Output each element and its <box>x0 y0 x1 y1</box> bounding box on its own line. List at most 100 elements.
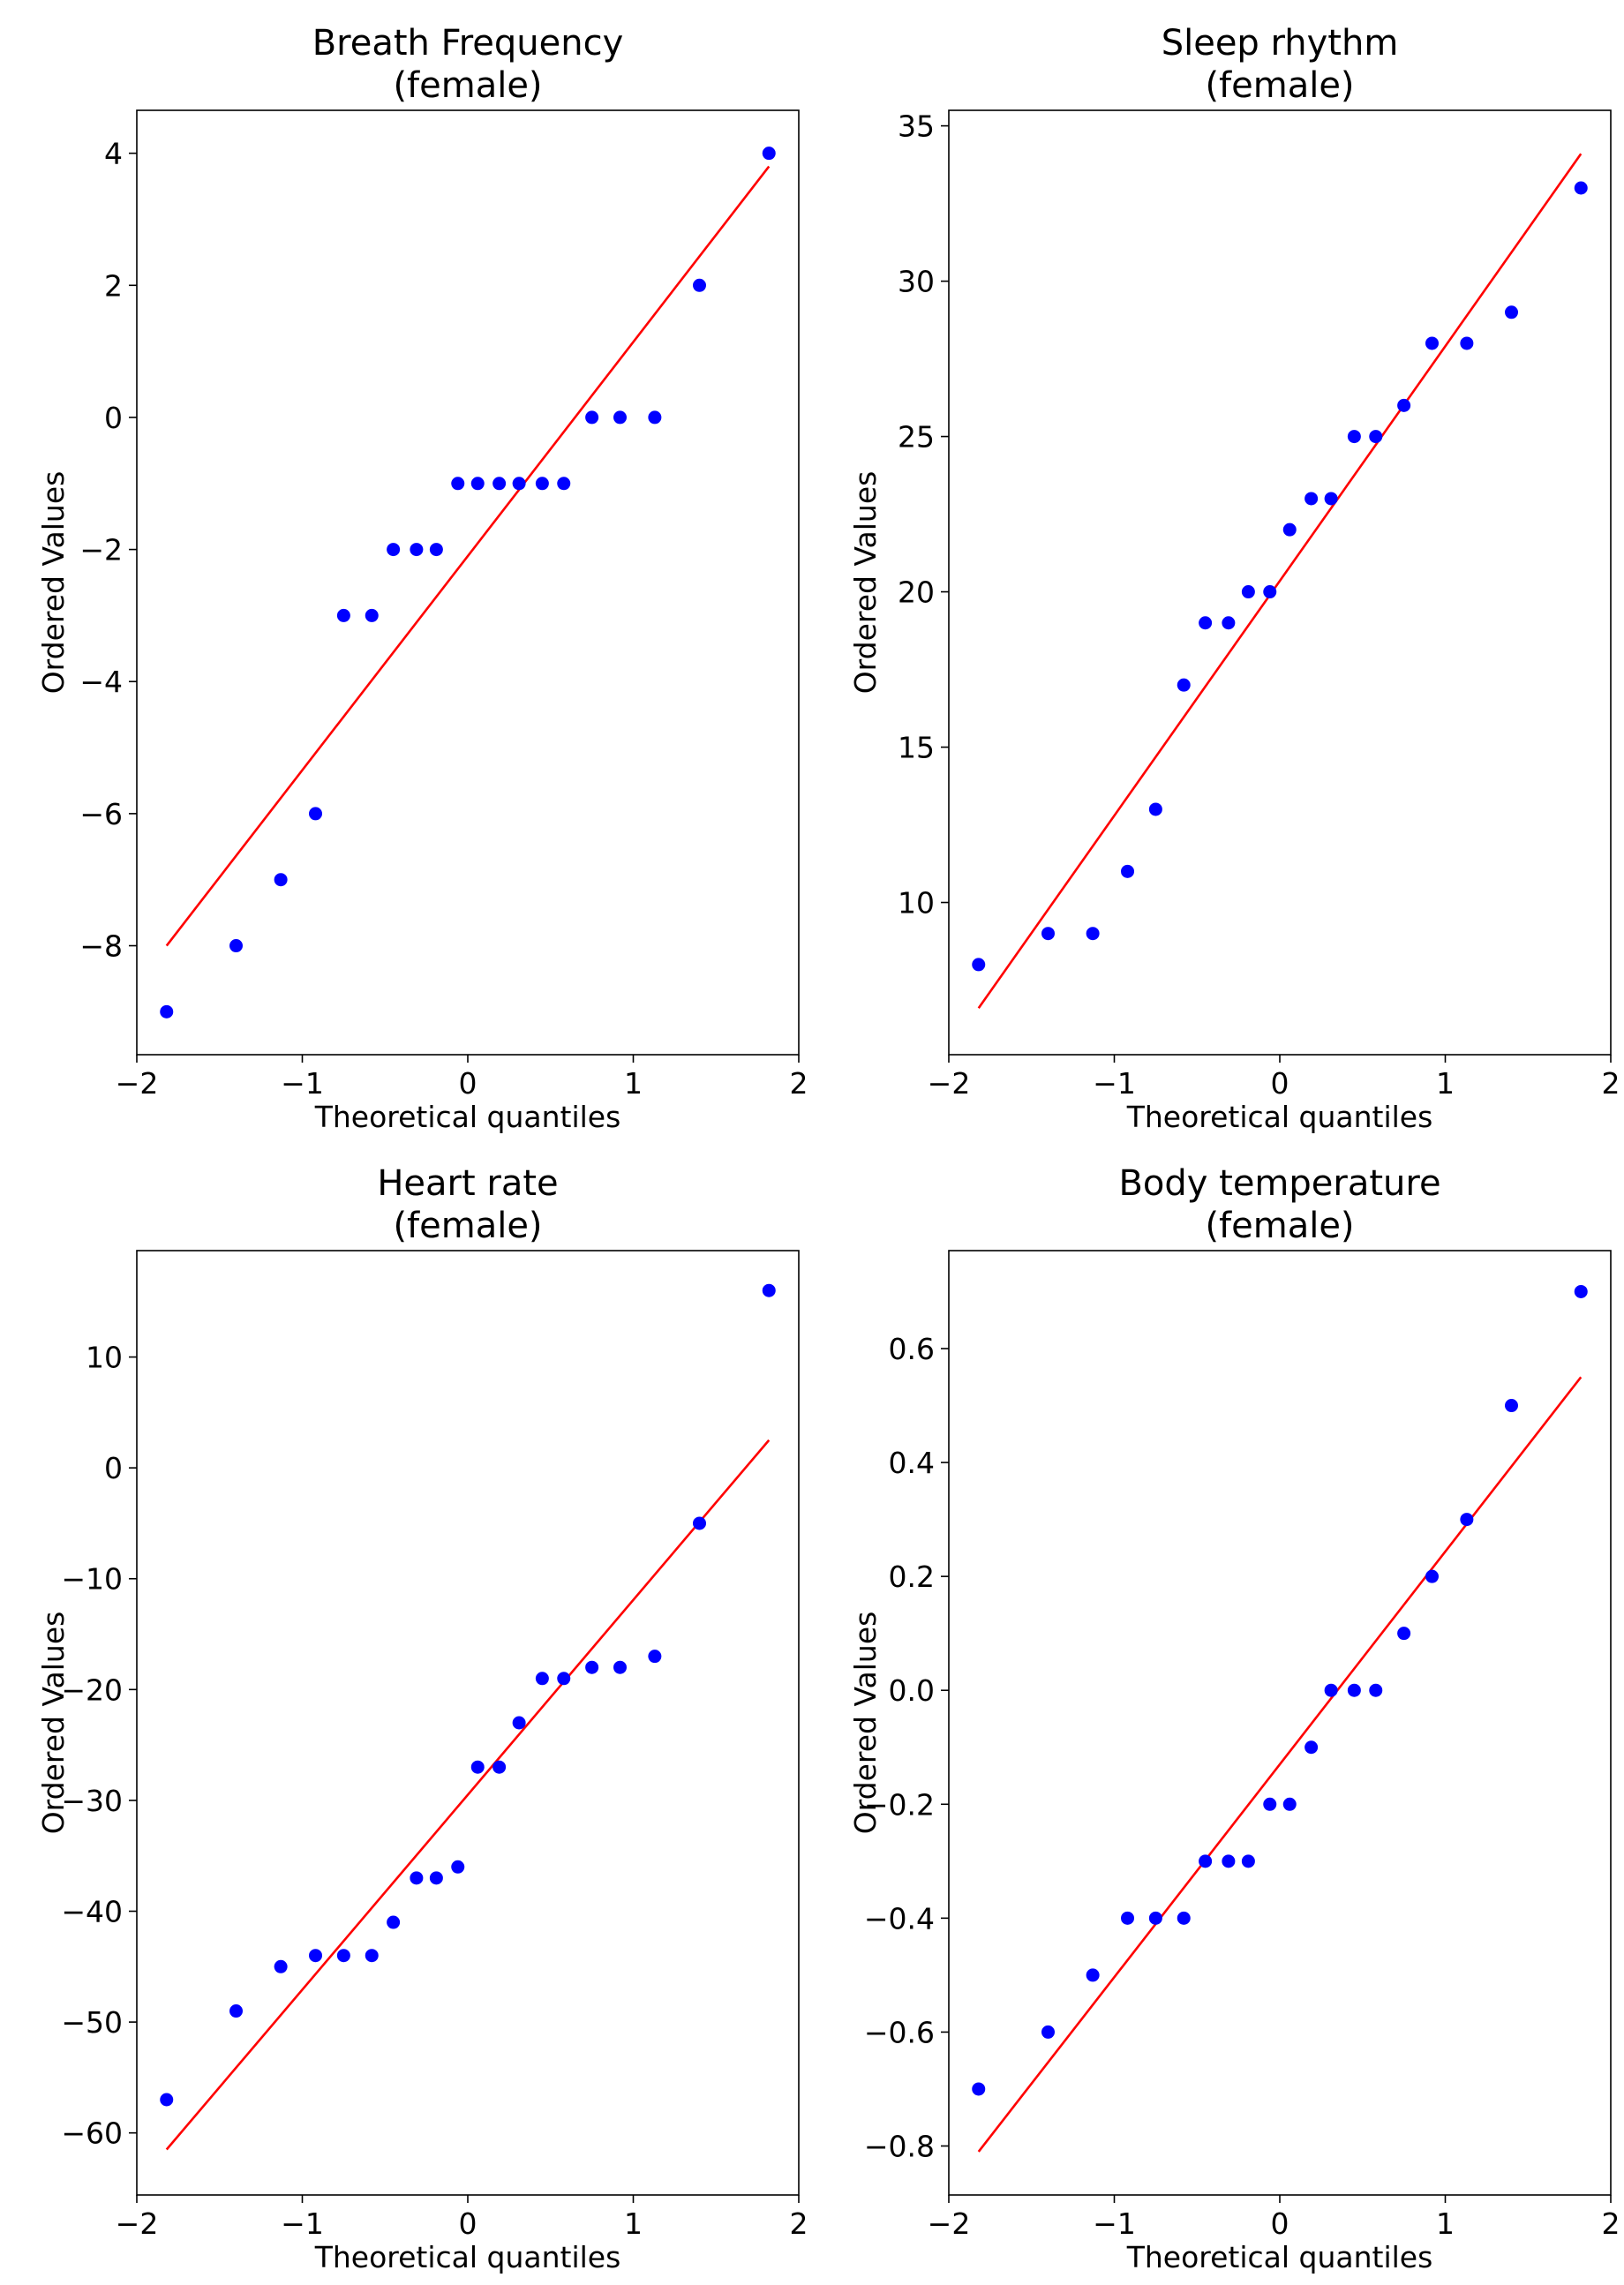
x-tick-label: −1 <box>281 1066 324 1101</box>
y-axis-label: Ordered Values <box>848 1612 883 1835</box>
x-tick-label: 0 <box>459 2206 477 2241</box>
data-point-3 <box>274 1959 288 1973</box>
data-point-13 <box>1324 1683 1338 1697</box>
data-point-14 <box>535 1672 549 1686</box>
y-tick-label: −0.4 <box>864 1901 935 1935</box>
y-axis-label: Ordered Values <box>36 471 71 695</box>
data-point-12 <box>492 477 507 491</box>
data-point-4 <box>309 807 322 821</box>
data-point-2 <box>1041 2025 1055 2039</box>
fit-line <box>165 165 771 947</box>
data-point-4 <box>309 1949 322 1963</box>
chart-title-line-2: (female) <box>1205 1206 1354 1246</box>
plot-frame <box>948 1250 1612 2196</box>
y-tick-label: 0.0 <box>889 1673 935 1708</box>
data-point-5 <box>336 1949 350 1963</box>
x-tick-label: −2 <box>928 2206 971 2241</box>
y-tick-label: 15 <box>898 731 935 765</box>
x-tick-label: −1 <box>1093 1066 1136 1101</box>
x-tick-label: 2 <box>1602 2206 1620 2241</box>
data-point-18 <box>1460 336 1474 350</box>
data-point-13 <box>1324 492 1338 506</box>
data-point-10 <box>451 1860 465 1874</box>
x-tick-label: −2 <box>116 2206 159 2241</box>
x-tick-label: −2 <box>116 1066 159 1101</box>
data-point-4 <box>1121 864 1134 878</box>
y-tick-label: 10 <box>898 886 935 921</box>
y-tick-label: 30 <box>898 265 935 299</box>
x-tick-label: 1 <box>1436 2206 1455 2241</box>
x-tick-label: 0 <box>1271 1066 1289 1101</box>
data-point-10 <box>1263 585 1277 599</box>
data-point-14 <box>535 477 549 491</box>
qq-plot-breath-frequency: Breath Frequency (female) −2 −1 0 1 2 −8 −6 −4 −2 0… <box>0 0 812 1140</box>
data-point-11 <box>470 477 485 491</box>
data-point-3 <box>1086 927 1100 941</box>
chart-svg-sleep-rhythm: Sleep rhythm(female) −2 −1 0 1 2 10 15 20 25 30 35 T… <box>848 23 1620 1134</box>
x-tick-label: −2 <box>928 1066 971 1101</box>
data-point-2 <box>229 939 243 953</box>
data-point-18 <box>648 410 662 425</box>
chart-title-line-2: (female) <box>1205 65 1354 106</box>
data-point-14 <box>1347 430 1361 444</box>
data-point-6 <box>365 1949 379 1963</box>
chart-title-line-1: Breath Frequency <box>312 23 624 64</box>
data-point-6 <box>1177 678 1191 692</box>
x-axis-label: Theoretical quantiles <box>1126 2240 1433 2274</box>
data-point-19 <box>693 278 706 292</box>
data-point-1 <box>160 1004 174 1018</box>
y-tick-label: −20 <box>61 1672 123 1707</box>
data-point-11 <box>1282 1797 1297 1811</box>
chart-svg-breath-frequency: Breath Frequency(female) −2 −1 0 1 2 −8 −6 −4 −2 0… <box>36 23 808 1134</box>
data-point-12 <box>492 1760 507 1774</box>
data-point-15 <box>1369 1683 1383 1697</box>
plot-frame <box>136 1250 800 2196</box>
qq-plot-body-temperature: Body temperature (female) −2 −1 0 1 2 −0.8 −0.6 −… <box>812 1140 1624 2281</box>
data-point-7 <box>387 543 401 557</box>
y-tick-label: 4 <box>104 137 123 171</box>
y-axis-label: Ordered Values <box>36 1612 71 1835</box>
data-point-12 <box>1304 492 1319 506</box>
y-axis-label: Ordered Values <box>848 471 883 695</box>
x-tick-label: 1 <box>624 1066 643 1101</box>
y-tick-label: 0 <box>104 1451 123 1485</box>
data-point-18 <box>1460 1513 1474 1527</box>
data-point-8 <box>1222 1854 1236 1868</box>
y-tick-label: −10 <box>61 1562 123 1597</box>
x-tick-label: −1 <box>281 2206 324 2241</box>
data-point-4 <box>1121 1911 1134 1925</box>
y-tick-label: −4 <box>79 665 123 699</box>
y-tick-label: 20 <box>898 575 935 610</box>
data-point-18 <box>648 1650 662 1664</box>
y-tick-label: 10 <box>86 1341 123 1375</box>
chart-svg-body-temperature: Body temperature(female) −2 −1 0 1 2 −0.8 −0.6 −… <box>848 1163 1620 2274</box>
data-point-7 <box>1199 1854 1213 1868</box>
data-point-9 <box>1241 585 1255 599</box>
data-point-3 <box>274 873 288 887</box>
data-point-17 <box>613 410 627 425</box>
data-point-10 <box>1263 1797 1277 1811</box>
data-point-6 <box>365 608 379 622</box>
data-point-7 <box>1199 616 1213 630</box>
data-point-1 <box>972 2082 986 2096</box>
x-tick-label: 0 <box>459 1066 477 1101</box>
data-point-11 <box>1282 522 1297 537</box>
data-point-15 <box>1369 430 1383 444</box>
data-point-10 <box>451 477 465 491</box>
y-tick-label: −50 <box>61 2005 123 2040</box>
data-point-19 <box>1505 1399 1518 1413</box>
data-point-15 <box>557 477 571 491</box>
x-tick-label: 1 <box>1436 1066 1455 1101</box>
y-tick-label: 35 <box>898 109 935 144</box>
x-tick-label: 2 <box>790 1066 808 1101</box>
data-point-5 <box>1148 1911 1162 1925</box>
data-point-3 <box>1086 1968 1100 1982</box>
data-point-16 <box>1397 1627 1411 1641</box>
y-tick-label: 2 <box>104 268 123 303</box>
data-point-11 <box>470 1760 485 1774</box>
x-tick-label: 2 <box>1602 1066 1620 1101</box>
data-point-20 <box>1574 181 1588 195</box>
data-point-1 <box>160 2093 174 2107</box>
y-tick-label: −30 <box>61 1784 123 1818</box>
data-point-1 <box>972 958 986 972</box>
